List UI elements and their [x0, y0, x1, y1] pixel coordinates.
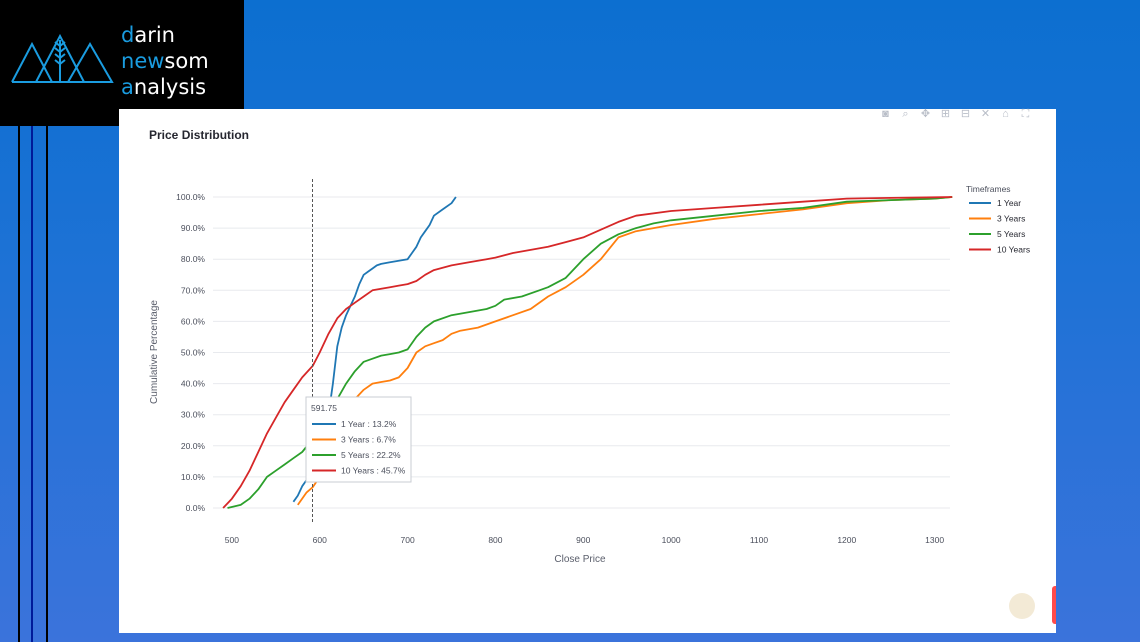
hover-item: 1 Year : 13.2%	[341, 419, 397, 429]
y-tick-label: 10.0%	[181, 472, 206, 482]
price-distribution-chart[interactable]: 0.0% 10.0% 20.0% 30.0% 40.0% 50.0% 60.0% 70.0% 8…	[119, 109, 1056, 633]
decorative-line	[18, 126, 20, 642]
x-tick-label: 1000	[662, 535, 681, 545]
y-tick-label: 50.0%	[181, 348, 206, 358]
y-tick-label: 80.0%	[181, 254, 206, 264]
brand-logo: darin newsom analysis	[0, 0, 244, 126]
hover-item: 10 Years : 45.7%	[341, 466, 406, 476]
y-axis-label: Cumulative Percentage	[149, 300, 160, 404]
legend-title: Timeframes	[966, 184, 1011, 194]
legend-item: 5 Years	[997, 229, 1025, 239]
pan-icon[interactable]: ✥	[920, 108, 931, 120]
x-axis-label: Close Price	[554, 554, 606, 565]
series-line-10-years	[222, 196, 953, 509]
x-tick-label: 800	[488, 535, 502, 545]
x-tick-label: 600	[313, 535, 327, 545]
app-badge-icon[interactable]	[1009, 593, 1035, 619]
y-tick-label: 20.0%	[181, 441, 206, 451]
y-tick-label: 60.0%	[181, 316, 206, 326]
chart-panel: 0.0% 10.0% 20.0% 30.0% 40.0% 50.0% 60.0% 70.0% 8…	[119, 109, 1056, 633]
fullscreen-icon[interactable]: ⛶	[1021, 108, 1030, 120]
x-tick-label: 1300	[925, 535, 944, 545]
legend-item: 1 Year	[997, 198, 1021, 208]
decorative-line	[46, 126, 48, 642]
legend-item: 10 Years	[997, 245, 1030, 255]
hover-item: 3 Years : 6.7%	[341, 435, 396, 445]
x-tick-label: 500	[225, 535, 239, 545]
camera-icon[interactable]: ◙	[882, 108, 889, 120]
x-tick-label: 1100	[750, 535, 769, 545]
y-tick-label: 30.0%	[181, 410, 206, 420]
y-tick-label: 100.0%	[176, 192, 205, 202]
legend-item: 3 Years	[997, 214, 1025, 224]
autoscale-icon[interactable]: ✕	[980, 108, 991, 120]
side-tab[interactable]	[1052, 586, 1056, 624]
hover-item: 5 Years : 22.2%	[341, 450, 401, 460]
y-tick-label: 40.0%	[181, 379, 206, 389]
x-tick-label: 700	[400, 535, 414, 545]
x-tick-label: 1200	[837, 535, 856, 545]
y-tick-label: 90.0%	[181, 223, 206, 233]
decorative-line	[31, 126, 33, 642]
y-tick-label: 70.0%	[181, 285, 206, 295]
home-icon[interactable]: ⌂	[1002, 108, 1009, 120]
y-tick-label: 0.0%	[186, 503, 206, 513]
chart-title: Price Distribution	[149, 128, 250, 142]
chart-toolbar: ◙ ⌕ ✥ ⊞ ⊟ ✕ ⌂ ⛶	[879, 109, 1032, 120]
series-line-5-years	[227, 196, 953, 509]
zoom-out-icon[interactable]: ⊟	[960, 108, 971, 120]
hover-x-label: 591.75	[311, 403, 337, 413]
brand-name: darin newsom analysis	[121, 23, 209, 99]
zoom-in-icon[interactable]: ⊞	[940, 108, 951, 120]
x-tick-label: 900	[576, 535, 590, 545]
logo-mountain-icon	[11, 33, 114, 83]
zoom-icon[interactable]: ⌕	[902, 108, 909, 120]
